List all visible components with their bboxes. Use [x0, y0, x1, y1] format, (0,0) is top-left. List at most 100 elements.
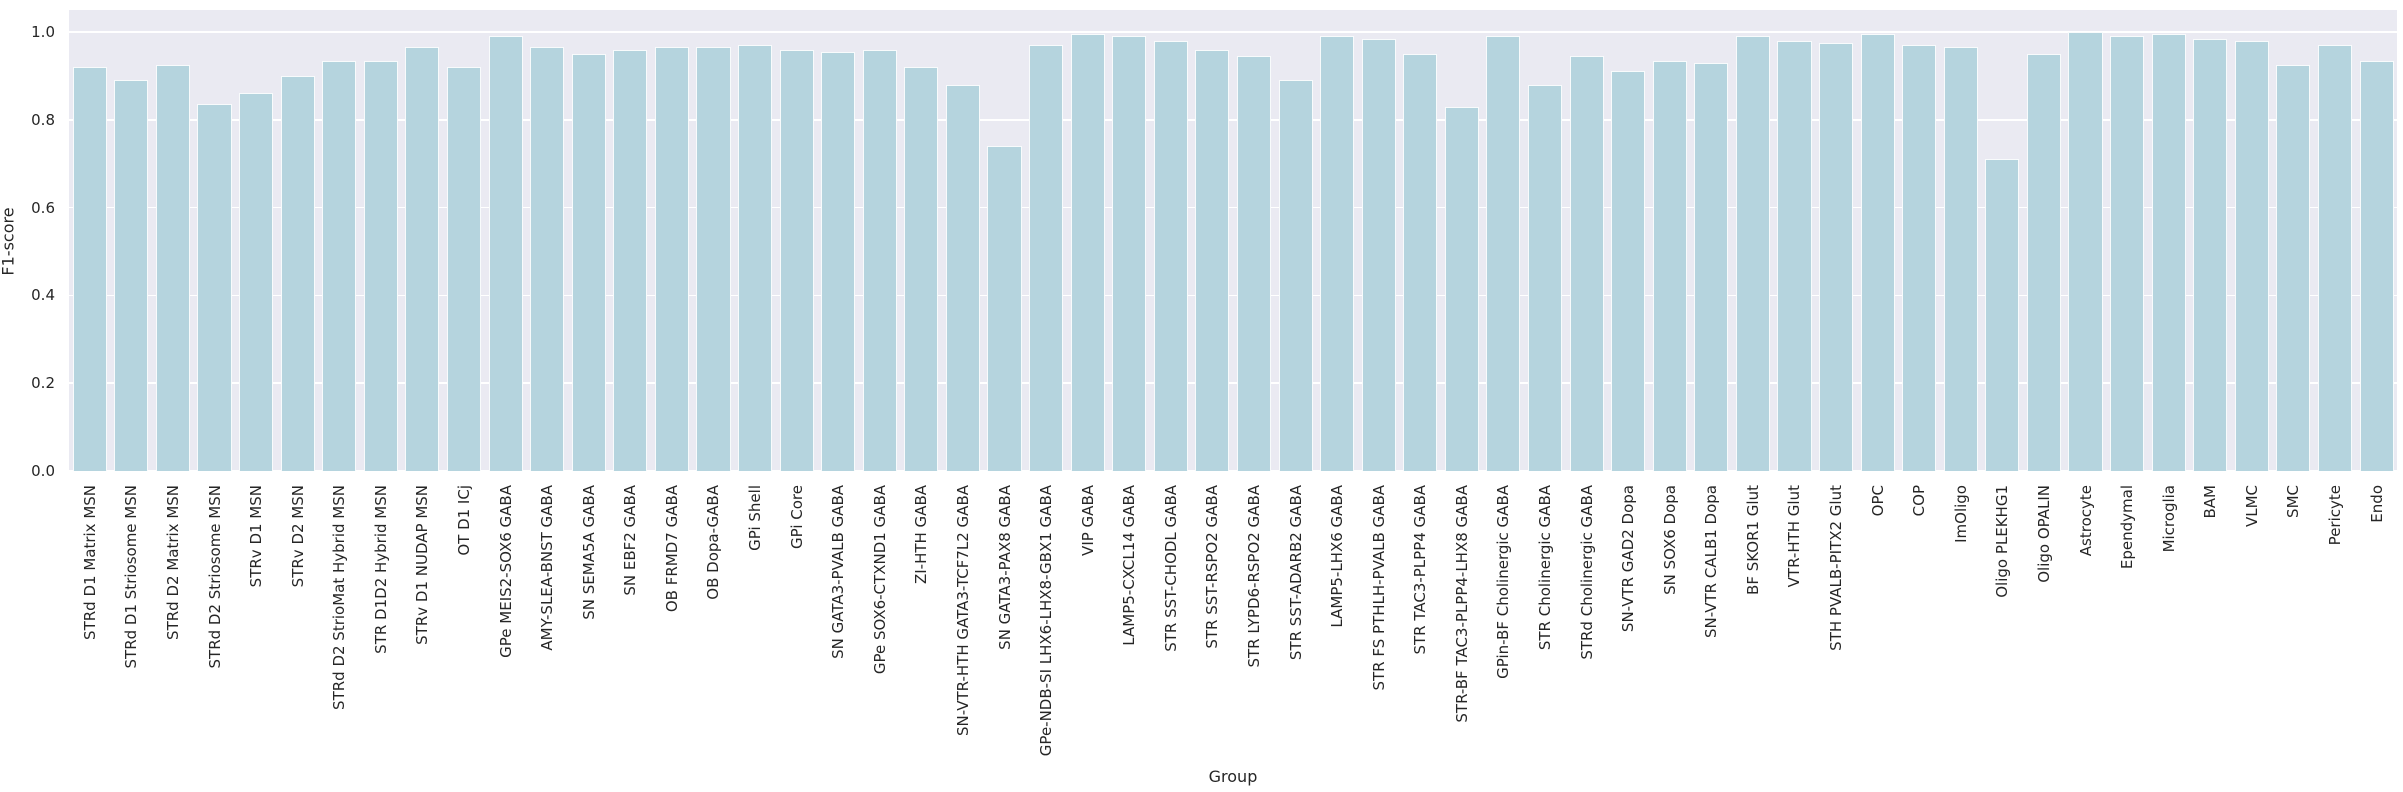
bar-slot	[2273, 10, 2315, 471]
bar-slot	[1982, 10, 2024, 471]
x-tick-label: OPC	[1868, 485, 1887, 517]
x-tick-label: SN-VTR GAD2 Dopa	[1619, 485, 1638, 633]
bar-slot	[2231, 10, 2273, 471]
x-tick-slot: VLMC	[2231, 485, 2273, 761]
x-tick-label: ImOligo	[1951, 485, 1970, 543]
bar	[613, 49, 648, 471]
x-tick-label: Ependymal	[2118, 485, 2137, 570]
bar-slot	[734, 10, 776, 471]
gridline	[69, 31, 2397, 33]
bar	[1486, 36, 1521, 471]
bar-slot	[1150, 10, 1192, 471]
x-tick-label: VLMC	[2242, 485, 2261, 528]
bar	[904, 67, 939, 471]
bar-slot	[485, 10, 527, 471]
bar	[2068, 31, 2103, 471]
x-tick-label: STR SST-RSPO2 GABA	[1203, 485, 1222, 649]
x-tick-label: STR Cholinergic GABA	[1536, 485, 1555, 651]
plot-area	[69, 10, 2398, 472]
bar	[696, 47, 731, 471]
bar	[2359, 60, 2394, 471]
x-tick-label: Pericyte	[2326, 485, 2344, 546]
x-tick-label: STR LYPD6-RSPO2 GABA	[1244, 485, 1263, 668]
bar-slot	[1275, 10, 1317, 471]
bar	[1195, 49, 1230, 471]
x-tick-label: STR SST-ADARB2 GABA	[1286, 485, 1305, 661]
x-tick-label: STR SST-CHODL GABA	[1161, 485, 1180, 652]
bar-slot	[1607, 10, 1649, 471]
x-tick-slot: STRd D1 Matrix MSN	[69, 485, 111, 761]
x-tick-label: STRd D2 Matrix MSN	[163, 485, 182, 640]
bar	[737, 45, 773, 471]
y-tick-labels: 0.0 0.2 0.4 0.6 0.8 1.0	[0, 10, 55, 480]
x-tick-label: STR D1D2 Hybrid MSN	[371, 485, 390, 654]
x-tick-slot: SN GATA3-PAX8 GABA	[984, 485, 1026, 761]
bar-slot	[1233, 10, 1275, 471]
x-tick-label: SN EBF2 GABA	[621, 485, 640, 596]
x-tick-label: SN SEMA5A GABA	[579, 485, 598, 620]
x-tick-slot: AMY-SLEA-BNST GABA	[526, 485, 568, 761]
x-tick-label: SN SOX6 Dopa	[1660, 485, 1679, 595]
bar-slot	[318, 10, 360, 471]
x-tick-slot: STR SST-ADARB2 GABA	[1275, 485, 1317, 761]
bar-slot	[2189, 10, 2231, 471]
bar-slot	[610, 10, 652, 471]
x-tick-slot: STRd D2 StrioMat Hybrid MSN	[318, 485, 360, 761]
bar	[1860, 34, 1895, 471]
x-tick-label: Astrocyte	[2076, 485, 2095, 557]
x-tick-slot: BAM	[2189, 485, 2231, 761]
bar-slot	[1524, 10, 1566, 471]
bar	[2193, 38, 2228, 471]
bar	[1029, 45, 1064, 471]
x-tick-label: STRv D1 MSN	[247, 485, 266, 588]
x-tick-label: COP	[1910, 485, 1929, 517]
gridlines	[69, 10, 2397, 472]
bar	[2110, 36, 2145, 471]
bar	[779, 49, 814, 471]
x-tick-label: GPin-BF Cholinergic GABA	[1494, 485, 1513, 679]
bar	[987, 146, 1022, 471]
x-tick-slot: SN-VTR-HTH GATA3-TCF7L2 GABA	[942, 485, 984, 761]
x-tick-slot: COP	[1898, 485, 1940, 761]
bar-slot	[2148, 10, 2190, 471]
x-tick-slot: OB Dopa-GABA	[693, 485, 735, 761]
x-tick-label: SN-VTR-HTH GATA3-TCF7L2 GABA	[953, 485, 972, 737]
x-tick-label: ZI-HTH GABA	[912, 485, 931, 585]
y-tick-label: 0.8	[31, 110, 55, 129]
x-tick-label: STRv D1 NUDAP MSN	[413, 485, 432, 645]
bar	[862, 49, 897, 471]
x-tick-label: GPi Core	[787, 485, 806, 549]
bar	[1569, 56, 1604, 471]
bar	[2234, 40, 2269, 471]
x-tick-label: STRd D1 Striosome MSN	[122, 485, 141, 669]
x-tick-slot: Pericyte	[2314, 485, 2356, 761]
y-tick-label: 0.4	[31, 286, 55, 305]
bar-slot	[2356, 10, 2398, 471]
bar	[1403, 53, 1438, 471]
bar	[405, 47, 440, 471]
bar-slot	[1857, 10, 1899, 471]
bar	[239, 93, 274, 471]
x-tick-slot: STRv D2 MSN	[277, 485, 319, 761]
x-tick-label: LAMP5-LHX6 GABA	[1328, 485, 1347, 628]
bar-slot	[1108, 10, 1150, 471]
x-tick-slot: GPe SOX6-CTXND1 GABA	[859, 485, 901, 761]
x-tick-slot: BF SKOR1 Glut	[1732, 485, 1774, 761]
bar	[2317, 45, 2353, 471]
x-tick-labels: STRd D1 Matrix MSN STRd D1 Striosome MSN S…	[69, 471, 2397, 761]
x-tick-label: STRd D2 Striosome MSN	[205, 485, 224, 669]
x-tick-slot: GPin-BF Cholinergic GABA	[1483, 485, 1525, 761]
x-tick-slot: STRv D1 NUDAP MSN	[402, 485, 444, 761]
bar-slot	[1441, 10, 1483, 471]
x-tick-slot: STR LYPD6-RSPO2 GABA	[1233, 485, 1275, 761]
bar-slot	[942, 10, 984, 471]
x-tick-label: STRd D1 Matrix MSN	[80, 485, 99, 640]
y-tick-label: 0.6	[31, 198, 55, 217]
bar-slot	[402, 10, 444, 471]
x-tick-label: Microglia	[2159, 485, 2178, 553]
bar	[654, 47, 689, 471]
x-tick-slot: Microglia	[2148, 485, 2190, 761]
bar	[1278, 80, 1313, 471]
bar	[821, 51, 856, 471]
bar-slot	[1898, 10, 1940, 471]
